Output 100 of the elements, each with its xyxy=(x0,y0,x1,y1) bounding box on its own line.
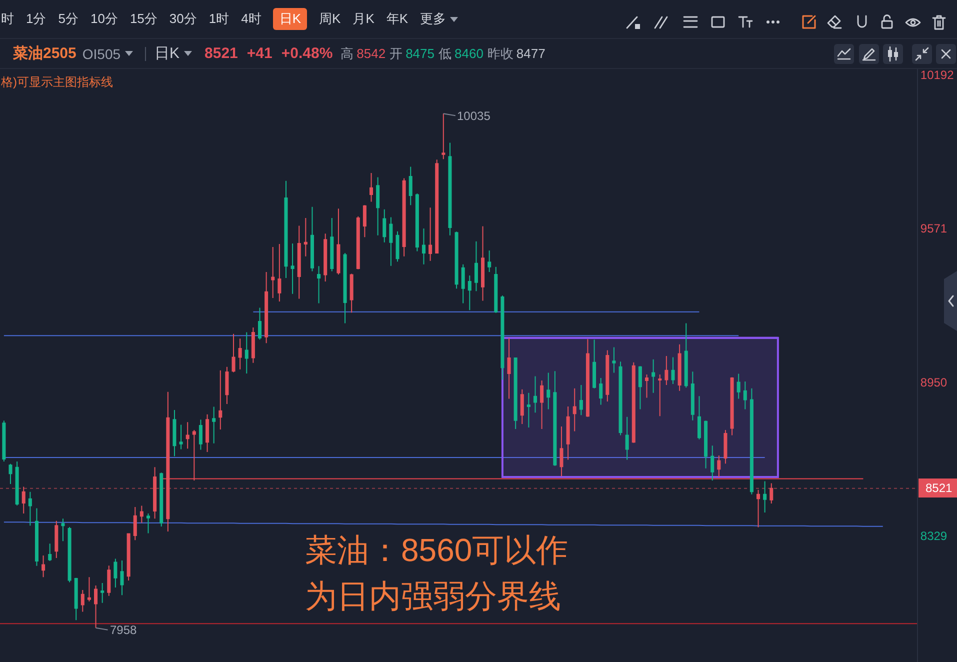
candlestick xyxy=(612,346,616,374)
candlestick xyxy=(526,392,530,428)
candlestick xyxy=(244,332,248,374)
candlestick xyxy=(317,266,321,304)
candlestick xyxy=(684,322,688,388)
candlestick xyxy=(15,460,19,506)
candlestick xyxy=(42,555,46,578)
candlestick xyxy=(750,388,754,495)
candlestick xyxy=(87,576,91,602)
candlestick xyxy=(251,326,255,364)
candlestick xyxy=(461,264,465,304)
y-tick-label: 9571 xyxy=(920,222,948,236)
text: 高 xyxy=(340,44,354,62)
text: 1时 xyxy=(208,10,230,28)
text: 年K xyxy=(386,10,408,28)
candlestick xyxy=(442,113,446,160)
candlestick xyxy=(724,430,728,464)
candlestick xyxy=(756,489,760,528)
candlestick xyxy=(540,380,544,430)
candlestick xyxy=(34,508,38,566)
candlestick xyxy=(107,565,111,596)
candlestick xyxy=(264,272,268,344)
candlestick xyxy=(166,391,170,532)
candlestick xyxy=(297,225,301,300)
candlestick xyxy=(206,414,210,453)
candlestick xyxy=(474,240,478,292)
candlestick xyxy=(258,307,262,340)
text: 8475 xyxy=(406,46,434,61)
candlestick xyxy=(172,409,176,457)
text: 昨收 xyxy=(487,44,514,62)
candlestick xyxy=(2,420,6,462)
candlestick xyxy=(730,376,734,436)
candlestick xyxy=(415,193,419,252)
candlestick xyxy=(192,430,196,482)
candlestick xyxy=(599,378,603,406)
candlestick xyxy=(520,388,524,425)
candlestick xyxy=(370,172,374,202)
candlestick xyxy=(330,218,334,272)
candlestick xyxy=(560,426,564,477)
candlestick xyxy=(271,246,275,299)
candlestick xyxy=(133,506,137,541)
candlestick xyxy=(126,532,130,582)
candlestick xyxy=(671,356,675,384)
candlestick xyxy=(481,226,485,302)
text: 15分 xyxy=(130,10,158,28)
y-tick-label: 8329 xyxy=(920,529,948,544)
text: 8542 xyxy=(356,46,386,61)
candlestick xyxy=(22,486,26,514)
annotation: 格)可显示主图指标线 xyxy=(1,74,113,91)
candlestick xyxy=(153,466,157,520)
text: 低 xyxy=(438,44,452,62)
candlestick xyxy=(644,374,649,398)
text: 1分 xyxy=(26,10,46,28)
text: 更多 xyxy=(420,10,446,28)
candlestick xyxy=(408,166,412,206)
candlestick xyxy=(68,526,72,583)
candlestick xyxy=(336,208,340,276)
candlestick xyxy=(717,455,721,478)
candlestick xyxy=(232,333,236,373)
candlestick xyxy=(146,512,150,534)
candlestick xyxy=(80,589,84,612)
annotation: 10035 xyxy=(457,109,491,123)
candlestick xyxy=(179,424,183,450)
candlestick xyxy=(592,339,596,389)
candlestick xyxy=(343,252,347,324)
text: 5分 xyxy=(58,10,78,28)
text: 周K xyxy=(319,10,341,28)
text: 月K xyxy=(352,10,374,28)
candlestick xyxy=(304,218,308,257)
candlestick xyxy=(664,355,668,386)
candlestick xyxy=(238,338,242,370)
y-tick-label: 10192 xyxy=(920,68,954,82)
candlestick xyxy=(100,582,104,604)
candlestick xyxy=(74,577,78,621)
candlestick xyxy=(54,520,58,559)
candlestick xyxy=(120,560,124,596)
text: 10分 xyxy=(90,10,118,28)
candlestick xyxy=(278,244,282,302)
text: 8460 xyxy=(454,46,484,61)
candlestick xyxy=(500,295,504,380)
candlestick xyxy=(736,373,740,400)
text: +0.48% xyxy=(281,45,333,62)
candlestick xyxy=(428,207,432,262)
candlestick xyxy=(389,216,393,266)
candlestick xyxy=(8,463,12,484)
chart-subtitle: OI505 xyxy=(82,46,121,62)
text: 4时 xyxy=(241,10,262,28)
candlestick xyxy=(114,558,118,588)
chart-title: 菜油2505 xyxy=(13,44,76,63)
candlestick xyxy=(468,275,472,311)
candlestick xyxy=(533,376,538,414)
candlestick xyxy=(225,366,229,404)
text: 8477 xyxy=(516,46,546,61)
text: +41 xyxy=(246,45,272,62)
candlestick xyxy=(710,445,714,482)
candlestick xyxy=(362,204,366,238)
text: 8521 xyxy=(204,45,238,62)
text: 日K xyxy=(154,44,180,63)
candlestick xyxy=(212,406,216,444)
candlestick xyxy=(310,206,314,272)
